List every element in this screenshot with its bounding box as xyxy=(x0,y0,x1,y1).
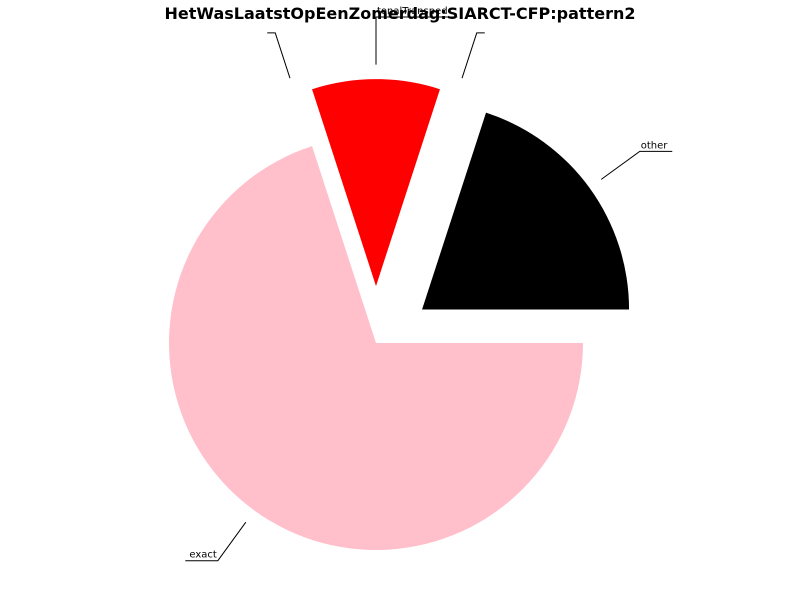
leader-line-series-1 xyxy=(461,32,485,79)
slice-label-exact: exact xyxy=(189,550,217,561)
pie-slice-tonaltransped xyxy=(312,79,440,287)
leader-line-other xyxy=(600,150,673,180)
pie-slices xyxy=(169,79,630,551)
pie-slice-exact xyxy=(169,146,584,551)
pie-labels: other tonalTransped exact xyxy=(185,6,673,562)
slice-label-other: other xyxy=(641,140,669,151)
chart-title: HetWasLaatstOpEenZomerdag:SIARCT-CFP:pat… xyxy=(165,4,636,23)
leader-line-series-3 xyxy=(267,32,291,79)
pie-slice-other xyxy=(422,112,630,310)
slice-label-tonaltransped: tonalTransped xyxy=(377,6,448,17)
leader-line-exact xyxy=(185,521,247,562)
leader-line-tonaltransped xyxy=(375,16,458,65)
